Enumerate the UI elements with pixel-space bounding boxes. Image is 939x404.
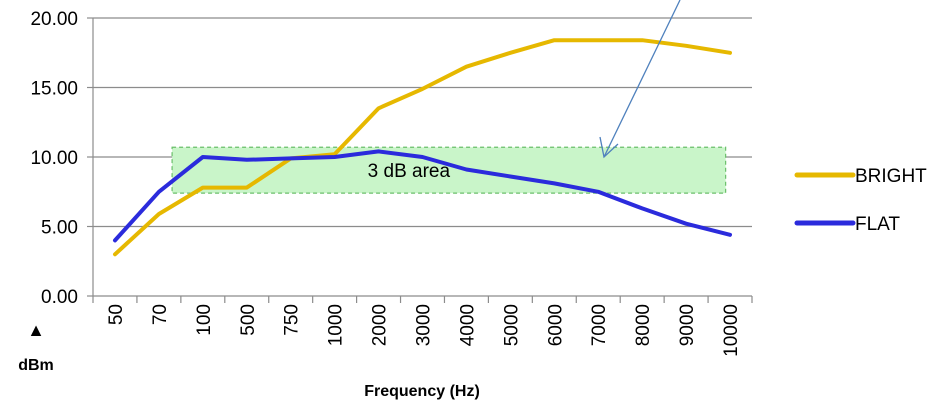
x-tick-label: 100 xyxy=(194,304,215,336)
legend: BRIGHT FLAT xyxy=(794,166,927,235)
legend-label: BRIGHT xyxy=(855,166,927,187)
x-tick-label: 9000 xyxy=(677,304,698,346)
y-unit-marker: ▲ xyxy=(27,320,45,340)
series-layer xyxy=(113,38,732,257)
x-tick-label: 500 xyxy=(238,304,259,336)
x-tick-label: 8000 xyxy=(633,304,654,346)
callout-arrow-line xyxy=(603,0,681,158)
y-tick-label: 20.00 xyxy=(30,9,78,30)
x-tick-label: 5000 xyxy=(501,304,522,346)
x-tick-label: 2000 xyxy=(370,304,391,346)
x-tick-label: 4000 xyxy=(457,304,478,346)
annotation-label: 3 dB area xyxy=(368,161,451,182)
annotation-band xyxy=(171,146,727,194)
axes: 0.00 5.00 10.00 15.00 20.00 50 70 100 500 750 1000… xyxy=(30,9,753,357)
y-tick-label: 0.00 xyxy=(41,287,78,308)
x-tick-label: 70 xyxy=(150,304,171,325)
x-tick-label: 1000 xyxy=(326,304,347,346)
x-tick-label: 50 xyxy=(106,304,127,325)
x-tick-label: 3000 xyxy=(414,304,435,346)
series-line-bright xyxy=(113,38,732,257)
y-tick-label: 10.00 xyxy=(30,148,78,169)
callout-layer xyxy=(599,0,681,159)
series-line-flat xyxy=(113,149,732,243)
callout-arrow-head xyxy=(599,136,619,159)
legend-label: FLAT xyxy=(855,214,900,235)
x-tick-label: 6000 xyxy=(545,304,566,346)
y-tick-label: 15.00 xyxy=(30,79,78,100)
y-tick-label: 5.00 xyxy=(41,218,78,239)
y-axis-title: dBm xyxy=(18,357,54,374)
x-tick-label: 7000 xyxy=(589,304,610,346)
x-axis-title: Frequency (Hz) xyxy=(364,383,480,400)
annotation-layer: 3 dB area xyxy=(171,146,727,194)
x-tick-label: 750 xyxy=(282,304,303,336)
x-tick-label: 10000 xyxy=(721,304,742,357)
